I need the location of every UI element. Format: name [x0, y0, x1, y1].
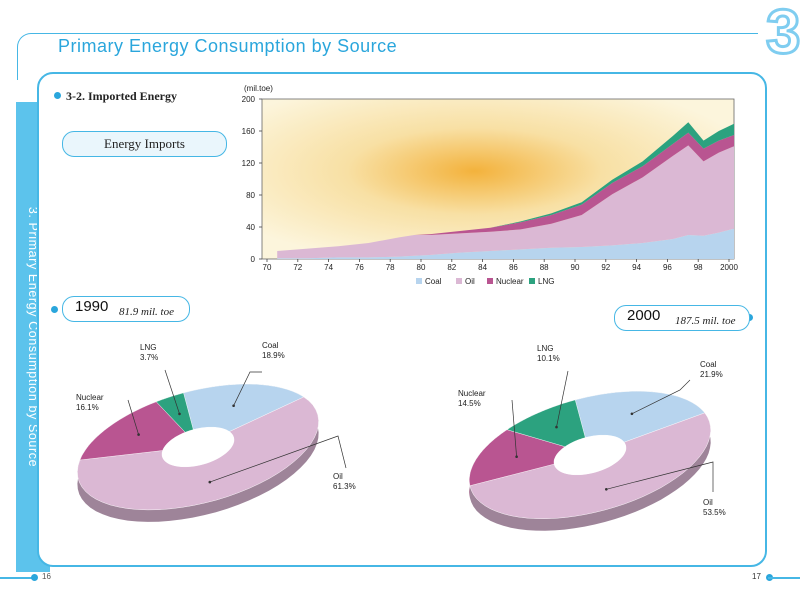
donut-side-oil [469, 412, 711, 531]
legend-label-oil: Oil [465, 277, 475, 286]
x-tick-label: 76 [355, 263, 364, 272]
slice-percent-label: 21.9% [700, 370, 723, 379]
area-series-nuclear [277, 132, 734, 251]
x-tick-label: 84 [478, 263, 487, 272]
leader-line [606, 461, 714, 492]
slice-percent-label: 3.7% [140, 353, 158, 362]
slice-name-label: LNG [140, 343, 156, 352]
x-tick-label: 98 [694, 263, 703, 272]
year-total: 81.9 mil. toe [119, 306, 174, 318]
y-tick-label: 80 [246, 191, 255, 200]
footer-rule [0, 577, 34, 579]
year-box-1990: 1990 81.9 mil. toe [62, 296, 190, 322]
slice-percent-label: 16.1% [76, 403, 99, 412]
leader-line [127, 399, 139, 435]
leader-line [631, 379, 691, 415]
x-tick-label: 94 [632, 263, 641, 272]
year-label: 1990 [75, 298, 109, 315]
leader-dot [605, 488, 608, 491]
chart-title-box: Energy Imports [62, 131, 227, 157]
leader-dot [630, 412, 634, 416]
leader-dot [137, 433, 140, 436]
area-series-coal [277, 228, 734, 259]
x-tick-label: 92 [601, 263, 610, 272]
area-series-oil [277, 145, 734, 259]
year-total: 187.5 mil. toe [675, 315, 736, 327]
y-tick-label: 40 [246, 223, 255, 232]
x-tick-label: 86 [509, 263, 518, 272]
slice-percent-label: 53.5% [703, 508, 726, 517]
x-tick-label: 88 [540, 263, 549, 272]
slice-percent-label: 18.9% [262, 351, 285, 360]
header-frame [17, 33, 758, 80]
legend-swatch-oil [456, 278, 462, 284]
section-heading: 3-2. Imported Energy [66, 89, 177, 103]
slice-name-label: Oil [333, 472, 343, 481]
leader-line [556, 370, 569, 428]
slice-name-label: Nuclear [76, 393, 104, 402]
x-tick-label: 78 [386, 263, 395, 272]
y-tick-label: 160 [242, 127, 256, 136]
leader-dot [555, 425, 558, 429]
y-tick-label: 120 [242, 159, 256, 168]
x-tick-label: 2000 [720, 263, 738, 272]
y-axis-label: (mil.toe) [244, 84, 273, 93]
x-tick-label: 80 [417, 263, 426, 272]
legend-label-nuclear: Nuclear [496, 277, 524, 286]
legend-label-coal: Coal [425, 277, 442, 286]
x-tick-label: 90 [571, 263, 580, 272]
footer-rule [768, 577, 800, 579]
legend-swatch-nuclear [487, 278, 493, 284]
slice-name-label: Oil [703, 498, 713, 507]
bullet-dot-icon [54, 92, 61, 99]
year-label: 2000 [627, 307, 661, 324]
leader-line [233, 371, 262, 406]
bullet-dot-icon [31, 574, 38, 581]
chapter-number: 3 [764, 0, 800, 67]
leader-dot [178, 412, 181, 416]
donut-side-oil [77, 397, 319, 522]
y-tick-label: 200 [242, 95, 256, 104]
leader-line [209, 435, 347, 483]
slice-percent-label: 10.1% [537, 354, 560, 363]
page-number-right: 17 [752, 572, 761, 581]
page-title: Primary Energy Consumption by Source [58, 36, 398, 56]
leader-dot [515, 455, 518, 459]
year-box-2000: 2000 187.5 mil. toe [614, 305, 750, 331]
leader-dot [208, 480, 212, 484]
legend-swatch-lng [529, 278, 535, 284]
slice-name-label: Nuclear [458, 389, 486, 398]
bullet-dot-icon [51, 306, 58, 313]
leader-line [511, 399, 517, 457]
donut-hole [162, 427, 234, 467]
legend-label-lng: LNG [538, 277, 554, 286]
slice-percent-label: 61.3% [333, 482, 356, 491]
leader-line [164, 369, 180, 415]
x-tick-label: 70 [263, 263, 272, 272]
donut-hole [554, 435, 626, 475]
legend-swatch-coal [416, 278, 422, 284]
leader-dot [232, 404, 235, 408]
y-tick-label: 0 [251, 255, 256, 264]
x-tick-label: 74 [324, 263, 333, 272]
slice-name-label: LNG [537, 344, 553, 353]
x-tick-label: 96 [663, 263, 672, 272]
slice-percent-label: 14.5% [458, 399, 481, 408]
slice-name-label: Coal [700, 360, 717, 369]
page-number-left: 16 [42, 572, 51, 581]
x-tick-label: 72 [293, 263, 302, 272]
x-tick-label: 82 [447, 263, 456, 272]
slice-name-label: Coal [262, 341, 279, 350]
